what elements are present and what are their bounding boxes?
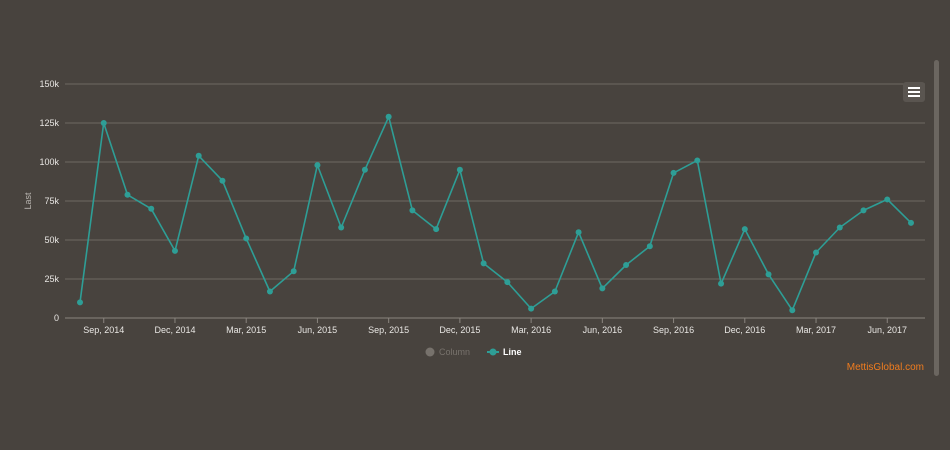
data-point[interactable] (290, 268, 297, 275)
data-point[interactable] (789, 307, 796, 314)
y-tick-label: 25k (44, 274, 59, 284)
data-point[interactable] (100, 120, 107, 126)
data-point[interactable] (884, 196, 891, 203)
x-tick-label: Dec, 2016 (724, 325, 765, 335)
data-point[interactable] (77, 299, 83, 306)
data-point[interactable] (266, 288, 273, 295)
y-tick-label: 100k (39, 157, 59, 167)
y-tick-label: 150k (39, 79, 59, 89)
series-line (79, 116, 912, 312)
data-point[interactable] (504, 279, 511, 286)
data-point[interactable] (409, 207, 416, 214)
x-tick-label: Dec, 2015 (439, 325, 480, 335)
data-point[interactable] (599, 285, 606, 292)
data-point[interactable] (385, 113, 392, 120)
data-point[interactable] (551, 288, 558, 295)
data-point[interactable] (124, 191, 131, 198)
data-point[interactable] (338, 224, 345, 231)
data-point[interactable] (741, 226, 748, 233)
x-tick-label: Jun, 2015 (298, 325, 338, 335)
data-point[interactable] (694, 157, 701, 164)
data-point[interactable] (646, 243, 653, 250)
y-tick-label: 50k (44, 235, 59, 245)
hamburger-icon-bar (908, 91, 920, 93)
x-tick-label: Sep, 2015 (368, 325, 409, 335)
data-point[interactable] (480, 260, 487, 267)
x-tick-label: Mar, 2015 (226, 325, 266, 335)
x-axis: Sep, 2014 Dec, 2014 Mar, 2015 Jun, 2015 Sep,… (83, 318, 907, 335)
data-point[interactable] (243, 235, 250, 242)
y-tick-label: 0 (54, 313, 59, 323)
data-point[interactable] (171, 247, 178, 254)
data-point[interactable] (813, 249, 820, 256)
x-tick-label: Jun, 2016 (583, 325, 623, 335)
y-tick-label: 75k (44, 196, 59, 206)
x-tick-label: Sep, 2014 (83, 325, 124, 335)
data-point[interactable] (433, 226, 440, 233)
data-point[interactable] (195, 152, 202, 159)
y-axis-label: Last (23, 192, 33, 210)
legend-line-marker[interactable] (489, 348, 497, 356)
legend: Column Line (425, 347, 522, 357)
data-point[interactable] (860, 207, 867, 214)
legend-line-label[interactable]: Line (503, 347, 522, 357)
x-tick-label: Mar, 2016 (511, 325, 551, 335)
data-point[interactable] (456, 166, 463, 173)
hamburger-icon-bar (908, 95, 920, 97)
credit-link[interactable]: MettisGlobal.com (846, 362, 924, 373)
data-point[interactable] (314, 162, 321, 169)
hamburger-icon (908, 87, 920, 89)
grid (65, 83, 925, 319)
y-axis: 0 25k 50k 75k 100k 125k 150k (39, 79, 59, 323)
x-tick-label: Sep, 2016 (653, 325, 694, 335)
chart-menu-button[interactable] (903, 82, 925, 102)
data-point[interactable] (765, 271, 772, 278)
data-point[interactable] (623, 261, 630, 268)
x-tick-label: Mar, 2017 (796, 325, 836, 335)
legend-column-label[interactable]: Column (439, 347, 470, 357)
data-point[interactable] (361, 166, 368, 173)
data-point[interactable] (908, 219, 914, 226)
series-line-group (77, 113, 914, 314)
data-point[interactable] (670, 169, 677, 176)
y-tick-label: 125k (39, 118, 59, 128)
legend-column-marker[interactable] (425, 347, 435, 357)
data-point[interactable] (148, 205, 155, 212)
data-point[interactable] (718, 280, 725, 287)
data-point[interactable] (219, 177, 226, 184)
x-tick-label: Jun, 2017 (867, 325, 907, 335)
scrollbar[interactable] (934, 60, 939, 376)
x-tick-label: Dec, 2014 (154, 325, 195, 335)
data-point[interactable] (528, 305, 535, 312)
data-point[interactable] (836, 224, 843, 231)
data-point[interactable] (575, 229, 582, 236)
